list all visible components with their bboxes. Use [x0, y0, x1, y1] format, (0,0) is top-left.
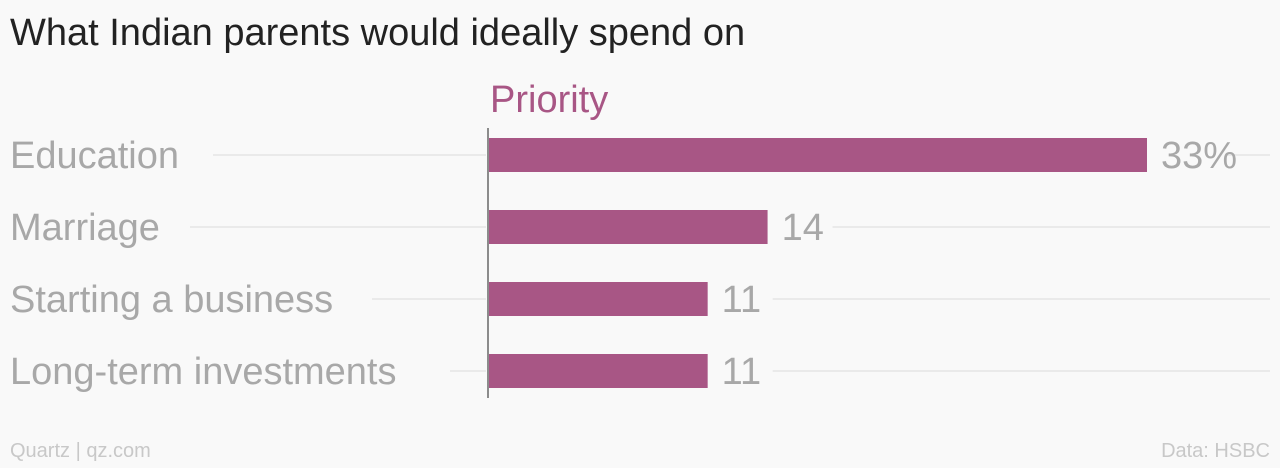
- bars: [488, 138, 1147, 388]
- value-label: 11: [722, 351, 761, 393]
- bar: [488, 282, 708, 316]
- series-label: Priority: [490, 79, 608, 121]
- value-label: 33%: [1161, 135, 1237, 177]
- bar: [488, 210, 768, 244]
- category-label: Education: [10, 135, 179, 177]
- category-label: Marriage: [10, 207, 160, 249]
- chart-title: What Indian parents would ideally spend …: [10, 12, 746, 54]
- labels: Education 33% Marriage 14 Starting a busines…: [10, 135, 1237, 393]
- category-label: Starting a business: [10, 279, 333, 321]
- bar: [488, 138, 1147, 172]
- data-source: Data: HSBC: [1161, 440, 1270, 462]
- value-label: 11: [722, 279, 761, 321]
- category-label: Long-term investments: [10, 351, 397, 393]
- bar: [488, 354, 708, 388]
- source-credit: Quartz | qz.com: [10, 440, 151, 462]
- gridlines: [190, 154, 1270, 372]
- value-label: 14: [782, 207, 824, 249]
